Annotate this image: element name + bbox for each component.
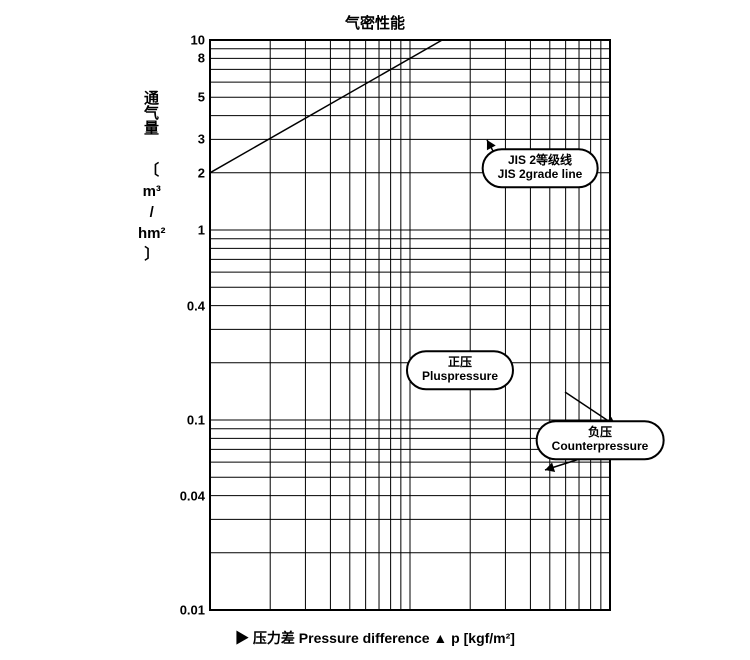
x-axis-label: ▶ 压力差 Pressure difference ▲ p [kgf/m²] [0,628,750,648]
unit-top: m³ [138,181,166,202]
bracket-bot: 〕 [138,244,166,265]
y-tick: 8 [165,51,205,66]
callout-jis2-en: JIS 2grade line [498,168,583,182]
chart-plot-area [210,40,610,610]
callout-jis2-cn: JIS 2等级线 [498,154,583,168]
y-tick: 1 [165,223,205,238]
callout-counter-en: Counterpressure [552,440,649,454]
callout-jis2: JIS 2等级线 JIS 2grade line [482,148,599,188]
callout-counterpressure: 负压 Counterpressure [536,420,665,460]
y-tick: 5 [165,90,205,105]
y-tick: 0.04 [165,488,205,503]
y-tick: 0.4 [165,298,205,313]
y-tick: 3 [165,132,205,147]
y-tick: 10 [165,33,205,48]
unit-bot: hm² [138,223,166,244]
callout-pluspressure: 正压 Pluspressure [406,350,514,390]
y-tick: 2 [165,165,205,180]
callout-plus-cn: 正压 [422,356,498,370]
bracket-top: 〔 [138,160,166,181]
y-tick: 0.1 [165,413,205,428]
callout-plus-en: Pluspressure [422,370,498,384]
chart-svg [210,40,610,610]
y-axis-unit: 〔 m³ / hm² 〕 [138,160,166,265]
chart-title: 气密性能 [0,12,750,33]
y-axis-label: 通气量 [140,90,161,135]
unit-mid: / [138,202,166,223]
y-tick: 0.01 [165,603,205,618]
callout-counter-cn: 负压 [552,426,649,440]
